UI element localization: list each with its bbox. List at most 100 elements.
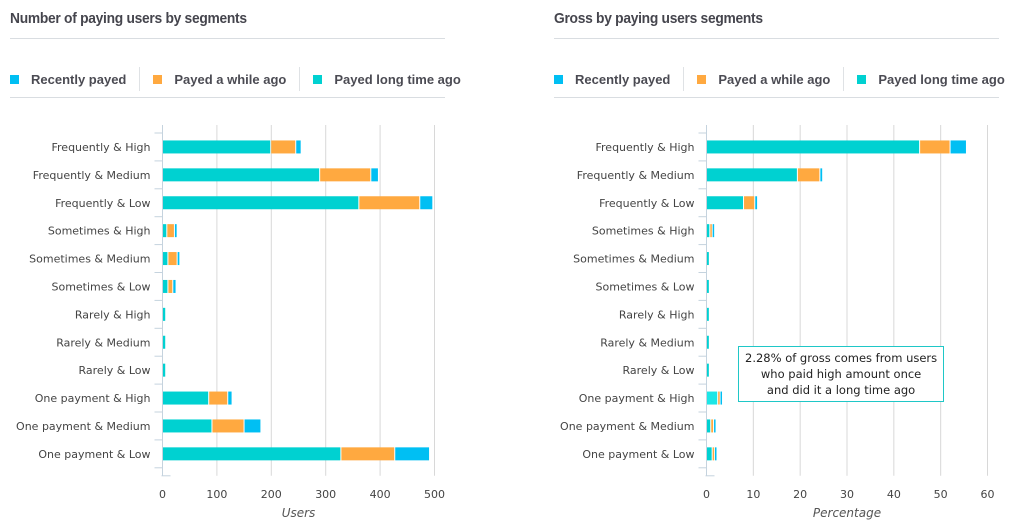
- bar-segment-long[interactable]: [163, 447, 341, 461]
- bar-segment-recent[interactable]: [950, 140, 966, 154]
- category-label: Frequently & High: [596, 141, 695, 154]
- x-tick-label: 500: [424, 488, 445, 501]
- legend-item-payed-long-time-ago[interactable]: Payed long time ago: [844, 67, 1015, 91]
- bar-segment-long[interactable]: [163, 168, 320, 182]
- bar-segment-recent[interactable]: [371, 168, 378, 182]
- category-label: Rarely & High: [75, 308, 151, 321]
- gross-chart-panel: Gross by paying users segments Recently …: [554, 0, 1005, 520]
- bar-segment-while[interactable]: [710, 224, 712, 238]
- bar-segment-while[interactable]: [167, 224, 174, 238]
- bar-segment-long[interactable]: [707, 447, 712, 461]
- bar-segment-long[interactable]: [163, 419, 212, 433]
- category-label: Frequently & Medium: [33, 169, 151, 182]
- legend-item-recently-payed[interactable]: Recently payed: [554, 67, 683, 91]
- legend-item-recently-payed[interactable]: Recently payed: [10, 67, 139, 91]
- bar-segment-long[interactable]: [707, 168, 797, 182]
- category-label: Rarely & Low: [623, 364, 695, 377]
- legend-swatch-icon: [554, 74, 563, 84]
- bar-segment-recent[interactable]: [712, 224, 715, 238]
- bar-segment-long[interactable]: [163, 196, 359, 210]
- bar-segment-while[interactable]: [209, 391, 228, 405]
- bar-segment-while[interactable]: [797, 168, 820, 182]
- legend-label: Payed a while ago: [718, 71, 831, 87]
- bar-segment-long[interactable]: [707, 363, 709, 377]
- bar-segment-recent[interactable]: [244, 419, 261, 433]
- legend-label: Recently payed: [31, 71, 127, 87]
- bar-segment-long[interactable]: [707, 307, 709, 321]
- bar-segment-recent[interactable]: [720, 391, 723, 405]
- bar-segment-long[interactable]: [163, 252, 168, 266]
- tooltip-line: and did it a long time ago: [766, 383, 916, 397]
- bar-segment-while[interactable]: [711, 419, 714, 433]
- x-axis-title: Users: [282, 506, 316, 520]
- tooltip-line: who paid high amount once: [760, 367, 922, 381]
- bar-segment-long[interactable]: [707, 391, 718, 405]
- bar-segment-long[interactable]: [163, 363, 166, 377]
- legend-divider: [843, 67, 845, 91]
- bar-segment-recent[interactable]: [177, 252, 180, 266]
- bar-segment-recent[interactable]: [174, 224, 177, 238]
- bar-segment-long[interactable]: [707, 279, 709, 293]
- bar-segment-long[interactable]: [163, 335, 166, 349]
- bar-segment-long[interactable]: [707, 140, 920, 154]
- bar-segment-recent[interactable]: [228, 391, 232, 405]
- chart-tooltip: 2.28% of gross comes from users who paid…: [738, 346, 945, 402]
- bar-segment-while[interactable]: [320, 168, 371, 182]
- category-label: Rarely & High: [619, 308, 695, 321]
- bar-segment-while[interactable]: [168, 252, 177, 266]
- category-label: Sometimes & High: [592, 225, 695, 238]
- bar-segment-long[interactable]: [707, 252, 709, 266]
- legend-swatch-icon: [697, 74, 707, 84]
- bar-segment-while[interactable]: [341, 447, 395, 461]
- chart-legend: Recently payed Payed a while ago Payed l…: [554, 66, 1015, 92]
- chart-legend: Recently payed Payed a while ago Payed l…: [10, 66, 474, 92]
- category-label: One payment & Medium: [560, 420, 694, 433]
- category-label: One payment & Low: [582, 448, 694, 461]
- category-label: One payment & Low: [38, 448, 150, 461]
- bar-segment-long[interactable]: [707, 419, 711, 433]
- bar-segment-while[interactable]: [712, 447, 715, 461]
- bar-segment-long[interactable]: [707, 196, 744, 210]
- category-label: Rarely & Medium: [56, 336, 150, 349]
- bar-segment-while[interactable]: [168, 279, 173, 293]
- category-label: Sometimes & Low: [595, 280, 694, 293]
- bar-segment-long[interactable]: [163, 279, 168, 293]
- category-label: Rarely & Medium: [600, 336, 694, 349]
- bar-segment-while[interactable]: [212, 419, 244, 433]
- bar-segment-recent[interactable]: [714, 419, 716, 433]
- users-bar-chart: Frequently & High Frequently & Medium Freq…: [16, 125, 445, 520]
- bar-segment-while[interactable]: [718, 391, 720, 405]
- legend-item-payed-long-time-ago[interactable]: Payed long time ago: [300, 67, 473, 91]
- bar-segment-long[interactable]: [163, 307, 166, 321]
- category-label: Frequently & Low: [599, 197, 694, 210]
- bar-segment-recent[interactable]: [755, 196, 758, 210]
- bar-segment-long[interactable]: [163, 140, 271, 154]
- bar-segment-while[interactable]: [920, 140, 950, 154]
- x-tick-label: 60: [981, 488, 995, 501]
- legend-divider: [299, 67, 301, 91]
- tooltip-line: 2.28% of gross comes from users: [745, 351, 938, 365]
- bar-segment-long[interactable]: [707, 335, 709, 349]
- legend-item-payed-a-while-ago[interactable]: Payed a while ago: [684, 67, 843, 91]
- title-divider: [10, 38, 445, 39]
- x-tick-label: 300: [315, 488, 336, 501]
- category-label: One payment & High: [579, 392, 695, 405]
- bar-segment-while[interactable]: [271, 140, 296, 154]
- bar-segment-long[interactable]: [163, 391, 209, 405]
- bar-segment-recent[interactable]: [296, 140, 301, 154]
- category-label: Frequently & High: [52, 141, 151, 154]
- bar-segment-recent[interactable]: [395, 447, 430, 461]
- legend-label: Payed long time ago: [878, 71, 1005, 87]
- bar-segment-recent[interactable]: [714, 447, 717, 461]
- bar-segment-recent[interactable]: [173, 279, 176, 293]
- legend-divider-line: [10, 97, 445, 98]
- bar-segment-recent[interactable]: [420, 196, 433, 210]
- bar-segment-long[interactable]: [707, 224, 710, 238]
- bar-segment-while[interactable]: [359, 196, 420, 210]
- bar-segment-long[interactable]: [163, 224, 167, 238]
- bar-segment-while[interactable]: [744, 196, 755, 210]
- x-tick-label: 200: [261, 488, 282, 501]
- legend-item-payed-a-while-ago[interactable]: Payed a while ago: [140, 67, 299, 91]
- bar-segment-recent[interactable]: [820, 168, 823, 182]
- legend-swatch-icon: [10, 74, 19, 84]
